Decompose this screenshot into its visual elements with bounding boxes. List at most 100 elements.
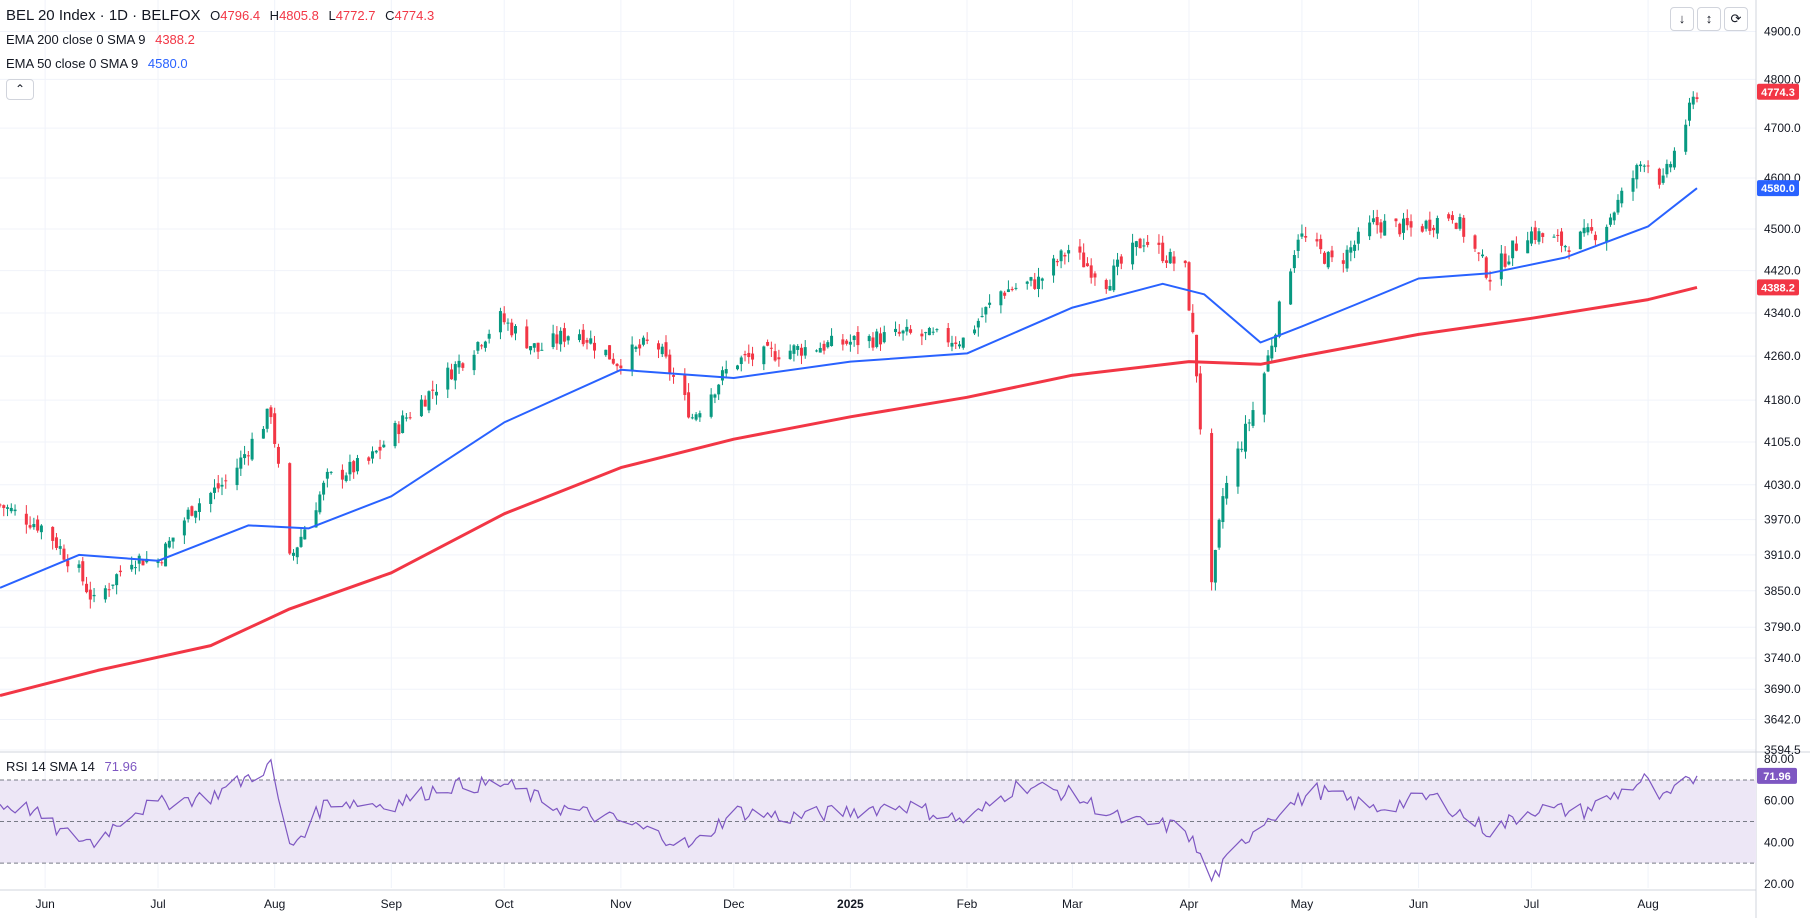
candle-body xyxy=(1586,227,1590,233)
legend-collapse-button[interactable]: ⌃ xyxy=(6,79,34,100)
ema50-legend[interactable]: EMA 50 close 0 SMA 9 4580.0 xyxy=(6,56,188,71)
candle-body xyxy=(559,330,563,345)
rsi-legend[interactable]: RSI 14 SMA 14 71.96 xyxy=(6,759,137,774)
candle-body xyxy=(1631,178,1635,192)
candle-body xyxy=(1164,260,1168,263)
high-key: H xyxy=(269,8,280,23)
candle-body xyxy=(984,306,988,315)
candle-body xyxy=(958,344,962,347)
candle-body xyxy=(822,343,826,351)
price-tick-label: 4260.0 xyxy=(1764,349,1801,363)
candle-body xyxy=(81,561,85,582)
candle-body xyxy=(1055,260,1059,263)
candle-body xyxy=(1033,279,1037,289)
candle-body xyxy=(382,444,386,448)
download-button[interactable]: ↓ xyxy=(1670,7,1694,31)
candle-body xyxy=(1563,245,1567,248)
ema50-line xyxy=(0,187,1698,589)
candle-body xyxy=(1142,245,1146,247)
candle-body xyxy=(506,322,510,324)
rsi-badge-bg xyxy=(1757,767,1797,784)
candle-body xyxy=(1040,278,1044,281)
candle-body xyxy=(1131,242,1135,265)
candle-body xyxy=(566,336,570,341)
candle-body xyxy=(480,345,484,347)
candle-body xyxy=(77,564,81,568)
gridlines xyxy=(0,0,1756,888)
candle-body xyxy=(1481,254,1485,257)
collapse-pane-button[interactable]: ↕ xyxy=(1697,7,1721,31)
candle-body xyxy=(1552,236,1556,238)
candle-body xyxy=(845,340,849,344)
price-axis: 4900.04800.04700.04600.04500.04420.04340… xyxy=(1764,25,1801,757)
candle-body xyxy=(1371,218,1375,223)
candle-body xyxy=(397,424,401,435)
candle-body xyxy=(85,583,89,593)
candle-body xyxy=(36,519,40,531)
candle-body xyxy=(276,446,280,464)
ema200-legend[interactable]: EMA 200 close 0 SMA 9 4388.2 xyxy=(6,32,195,47)
restore-icon: ⟳ xyxy=(1730,11,1742,26)
candle-body xyxy=(638,344,642,349)
candles xyxy=(0,91,1699,609)
price-tick-label: 3642.0 xyxy=(1764,713,1801,727)
candle-body xyxy=(1116,259,1120,267)
candle-body xyxy=(329,471,333,473)
candle-body xyxy=(1394,218,1398,222)
candle-body xyxy=(0,504,2,506)
candle-body xyxy=(325,471,329,479)
candle-body xyxy=(540,349,544,351)
candle-body xyxy=(1541,233,1545,237)
rsi-tick-label: 40.00 xyxy=(1764,835,1794,849)
close-key: C xyxy=(385,8,395,23)
candle-body xyxy=(1319,238,1323,250)
candle-body xyxy=(875,331,879,347)
restore-pane-button[interactable]: ⟳ xyxy=(1724,7,1748,31)
candle-body xyxy=(1398,223,1402,235)
candle-body xyxy=(1687,102,1691,121)
candle-body xyxy=(1134,241,1138,248)
candle-body xyxy=(314,510,318,528)
candle-body xyxy=(1473,235,1477,249)
candle-body xyxy=(796,346,800,350)
candle-body xyxy=(9,507,13,512)
candle-body xyxy=(235,467,239,486)
candle-body xyxy=(931,331,935,333)
rsi-tick-label: 60.00 xyxy=(1764,794,1794,808)
candle-body xyxy=(1300,233,1304,237)
candle-body xyxy=(562,328,566,342)
candle-body xyxy=(239,457,243,469)
price-tick-label: 3690.0 xyxy=(1764,682,1801,696)
candle-body xyxy=(1537,231,1541,242)
candle-body xyxy=(1507,261,1511,265)
candle-body xyxy=(1029,277,1033,281)
candle-body xyxy=(1247,422,1251,424)
candle-body xyxy=(190,506,194,516)
price-tick-label: 3594.5 xyxy=(1764,743,1801,757)
candle-body xyxy=(672,375,676,377)
candle-body xyxy=(32,524,36,528)
candle-body xyxy=(713,394,717,398)
ema200-price-badge-bg xyxy=(1757,279,1799,296)
time-tick-label: Apr xyxy=(1180,897,1199,911)
candle-body xyxy=(973,329,977,334)
candle-body xyxy=(608,345,612,360)
candle-body xyxy=(976,320,980,328)
candle-body xyxy=(450,369,454,380)
price-tick-label: 4420.0 xyxy=(1764,264,1801,278)
candle-body xyxy=(1037,276,1041,289)
candle-body xyxy=(619,365,623,369)
candle-body xyxy=(13,509,17,512)
candle-body xyxy=(408,417,412,419)
candle-body xyxy=(593,342,597,351)
open-key: O xyxy=(210,8,221,23)
candle-body xyxy=(1593,234,1597,241)
time-tick-label: Jun xyxy=(35,897,54,911)
candle-body xyxy=(472,354,476,371)
candle-body xyxy=(1161,242,1165,262)
candle-body xyxy=(1353,244,1357,251)
candle-body xyxy=(446,367,450,390)
price-tick-label: 4900.0 xyxy=(1764,25,1801,39)
time-tick-label: Mar xyxy=(1062,897,1083,911)
